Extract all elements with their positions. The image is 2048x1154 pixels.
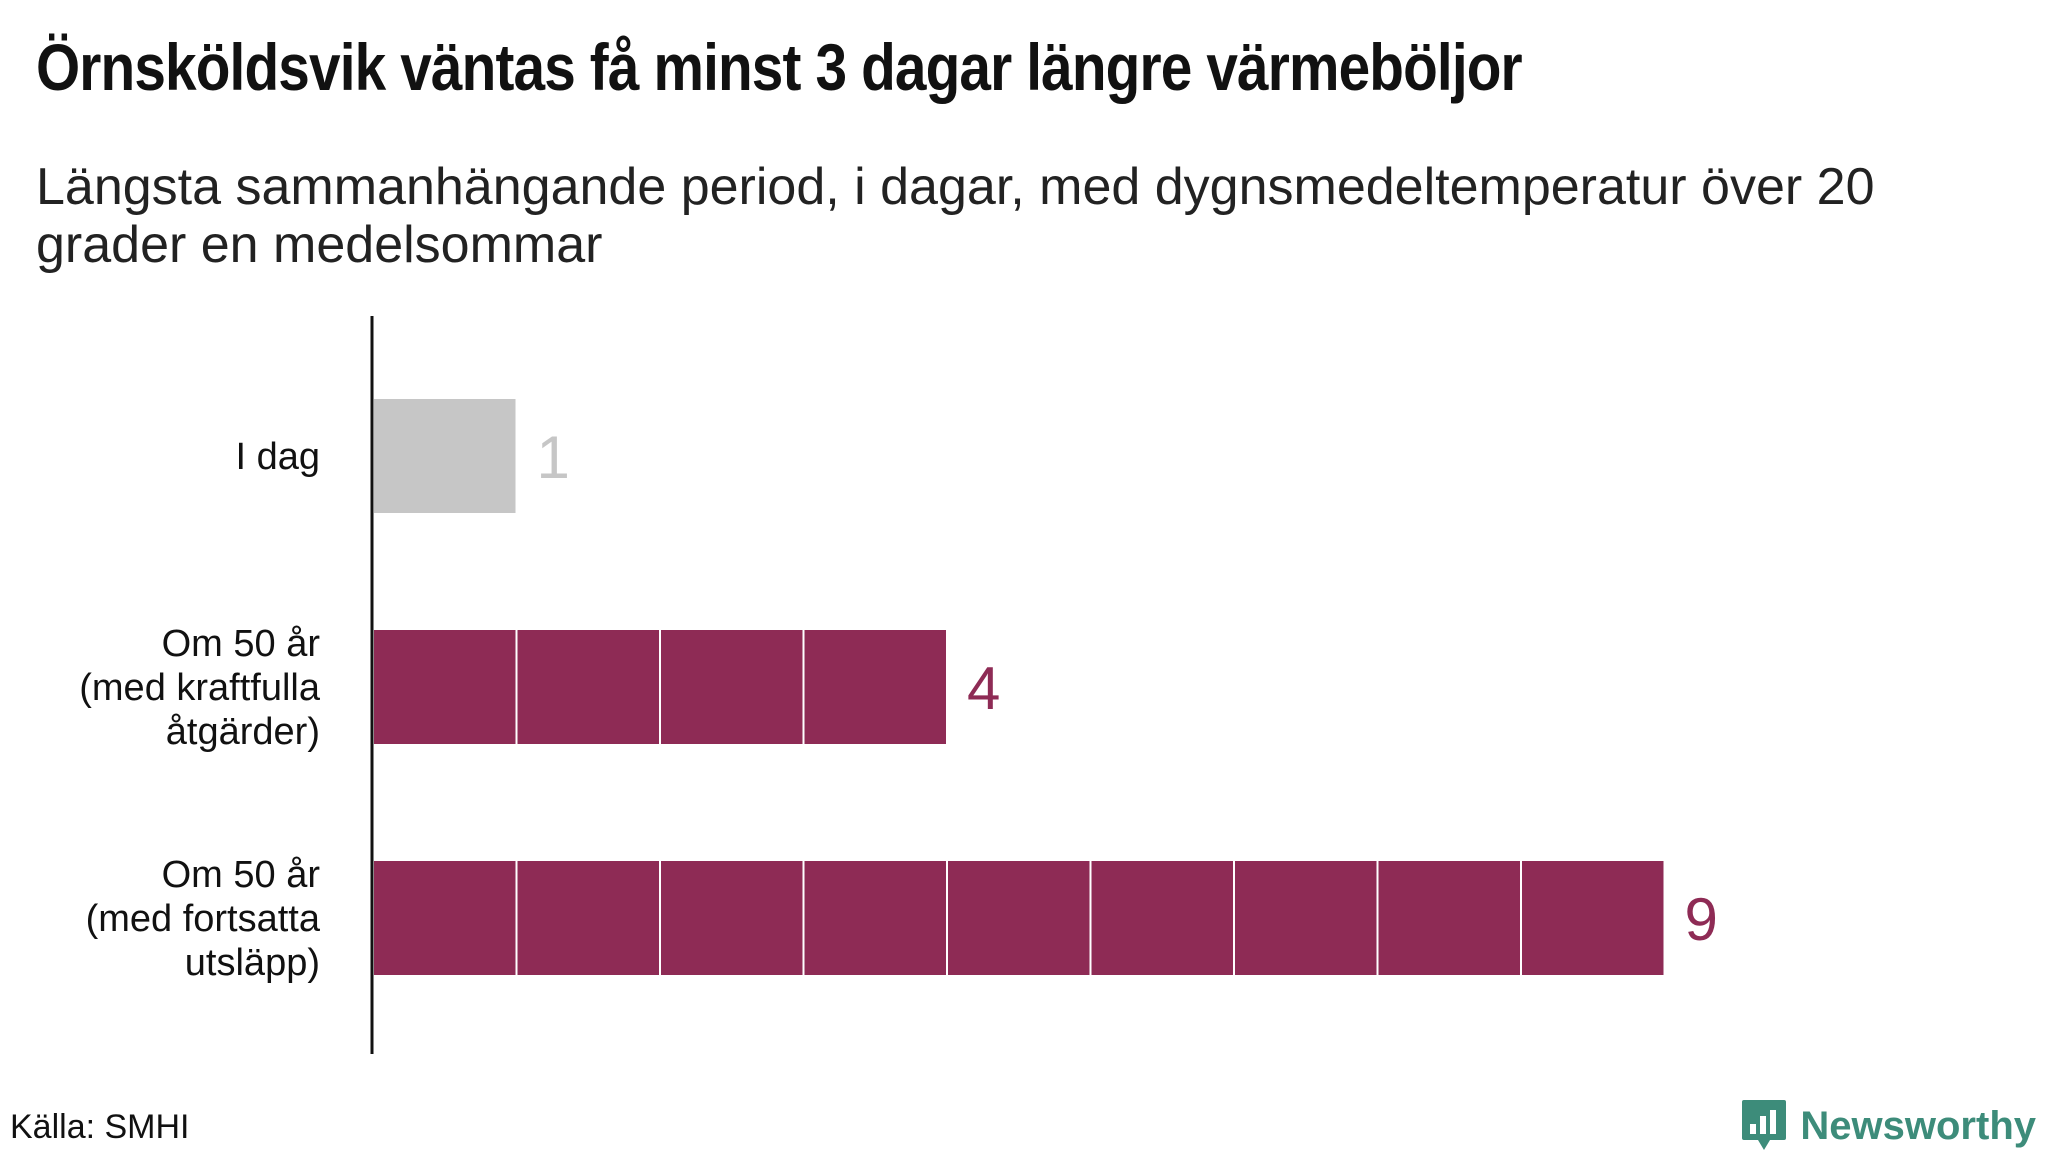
brand: Newsworthy — [1740, 1098, 2036, 1154]
brand-name: Newsworthy — [1800, 1103, 2036, 1148]
bars — [372, 397, 1666, 977]
bar-segment — [515, 628, 661, 746]
bar-segment — [802, 859, 948, 977]
bar-segment — [1376, 859, 1522, 977]
newsworthy-logo-icon — [1742, 1100, 1787, 1150]
value-labels: 1 4 9 — [537, 424, 1718, 953]
bar-segment — [372, 397, 518, 515]
value-label: 9 — [1685, 886, 1718, 953]
source-note: Källa: SMHI — [10, 1108, 190, 1146]
category-label: I dag — [235, 436, 320, 478]
bar-segment — [659, 628, 805, 746]
bar-segment — [1233, 859, 1379, 977]
value-label: 1 — [537, 424, 570, 491]
category-label: Om 50 år (med kraftfulla åtgärder) — [79, 623, 321, 753]
bar-segment — [372, 628, 518, 746]
bar-segment — [515, 859, 661, 977]
category-label: Om 50 år (med fortsatta utsläpp) — [86, 854, 321, 984]
chart-subtitle: Längsta sammanhängande period, i dagar, … — [36, 158, 1875, 274]
bar-segment — [659, 859, 805, 977]
bar-segment — [1089, 859, 1235, 977]
bar-segment — [372, 859, 518, 977]
category-labels: I dag Om 50 år (med kraftfulla åtgärder) Om … — [79, 436, 321, 984]
chart-title: Örnsköldsvik väntas få minst 3 dagar län… — [36, 30, 1523, 104]
bar-segment — [1520, 859, 1666, 977]
bar-chart: I dag Om 50 år (med kraftfulla åtgärder) Om … — [79, 316, 1718, 1054]
value-label: 4 — [967, 655, 1000, 722]
bar-segment — [802, 628, 948, 746]
bar-segment — [946, 859, 1092, 977]
